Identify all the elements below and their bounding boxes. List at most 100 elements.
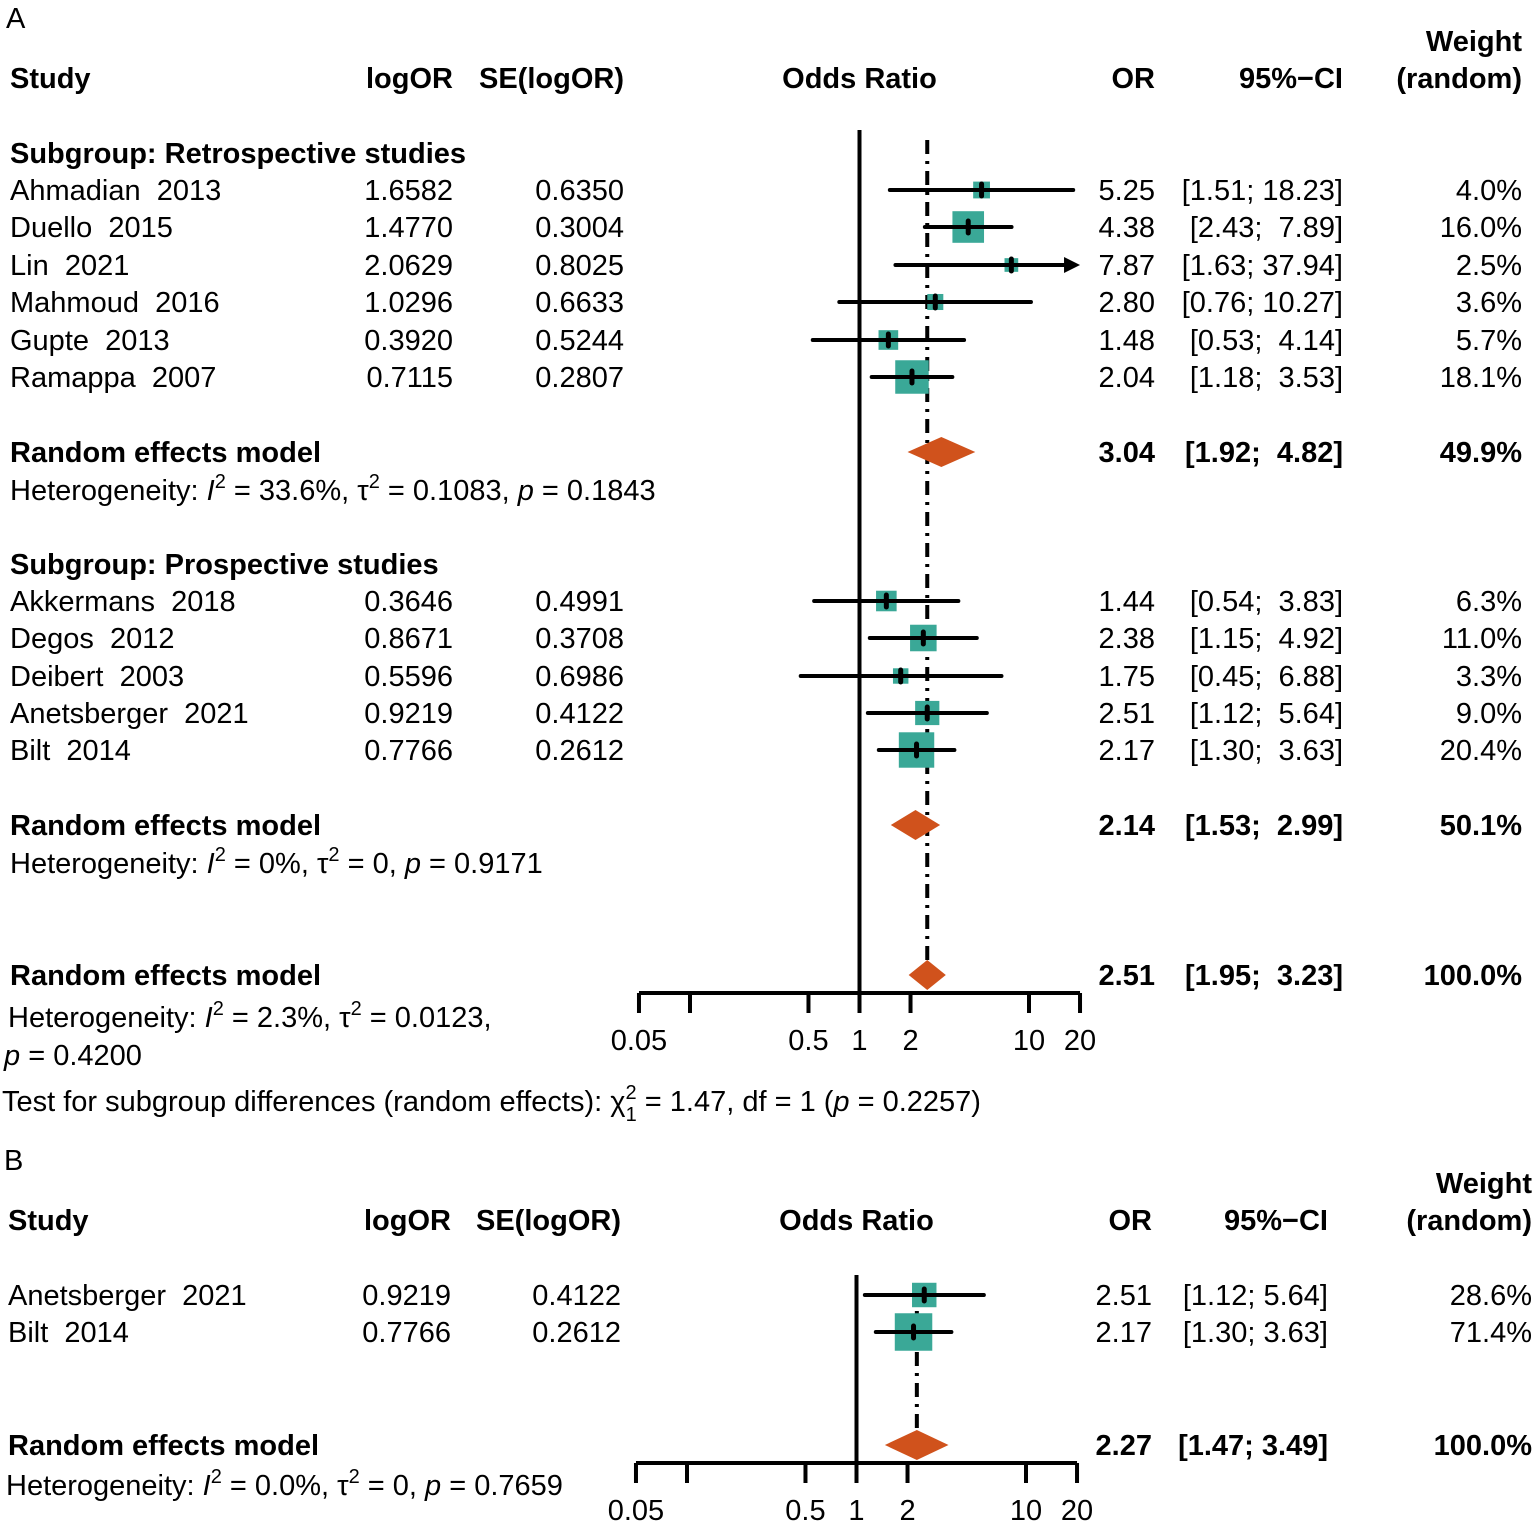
superscript: 2 bbox=[215, 844, 226, 866]
study-or: 7.87 bbox=[1099, 250, 1155, 282]
study-ci: [1.18; 3.53] bbox=[1190, 362, 1343, 394]
study-name: Akkermans 2018 bbox=[10, 586, 236, 618]
header-odds-ratio: Odds Ratio bbox=[782, 63, 937, 95]
text-span: Test for subgroup differences (random ef… bbox=[2, 1086, 610, 1118]
study-name: Deibert 2003 bbox=[10, 661, 184, 693]
study-name: Bilt 2014 bbox=[10, 735, 131, 767]
model-label: Random effects model bbox=[8, 1430, 319, 1462]
study-logor: 1.0296 bbox=[364, 287, 453, 319]
x-tick-label: 0.5 bbox=[785, 1495, 825, 1527]
study-name: Anetsberger 2021 bbox=[8, 1280, 247, 1312]
study-logor: 0.7766 bbox=[362, 1317, 451, 1349]
x-tick-label: 0.05 bbox=[608, 1495, 664, 1527]
heterogeneity-label: Heterogeneity: bbox=[10, 475, 207, 507]
study-or: 4.38 bbox=[1099, 212, 1155, 244]
subgroup-heterogeneity: Heterogeneity: I2 = 0%, τ2 = 0, p = 0.91… bbox=[10, 844, 543, 880]
i2-value: = 0.0%, τ bbox=[222, 1470, 349, 1502]
model-or: 2.14 bbox=[1099, 810, 1155, 842]
x-tick-label: 2 bbox=[902, 1025, 918, 1057]
study-weight: 18.1% bbox=[1440, 362, 1522, 394]
study-se: 0.2612 bbox=[535, 735, 624, 767]
study-name: Duello 2015 bbox=[10, 212, 173, 244]
i2-value: = 0%, τ bbox=[226, 848, 329, 880]
study-or: 2.04 bbox=[1099, 362, 1155, 394]
study-ci: [1.51; 18.23] bbox=[1182, 175, 1343, 207]
subgroup-title: Subgroup: Prospective studies bbox=[10, 549, 439, 581]
study-logor: 0.3920 bbox=[364, 325, 453, 357]
superscript: 2 bbox=[328, 844, 339, 866]
study-weight: 4.0% bbox=[1456, 175, 1522, 207]
header-ci: 95%−CI bbox=[1224, 1205, 1328, 1237]
summary-diamond bbox=[907, 437, 976, 467]
model-ci: [1.53; 2.99] bbox=[1185, 810, 1343, 842]
study-name: Mahmoud 2016 bbox=[10, 287, 220, 319]
study-or: 1.48 bbox=[1099, 325, 1155, 357]
study-or: 2.38 bbox=[1099, 623, 1155, 655]
header-weight-random: (random) bbox=[1396, 63, 1522, 95]
heterogeneity-label: Heterogeneity: bbox=[8, 1002, 205, 1034]
superscript: 2 bbox=[213, 998, 224, 1020]
study-weight: 9.0% bbox=[1456, 698, 1522, 730]
text-span: 2 bbox=[625, 1082, 636, 1104]
text-span: = 0.2257) bbox=[850, 1086, 981, 1118]
header-logor: logOR bbox=[366, 63, 453, 95]
model-label: Random effects model bbox=[10, 810, 321, 842]
study-weight: 20.4% bbox=[1440, 735, 1522, 767]
superscript: 2 bbox=[351, 998, 362, 1020]
p-value: = 0.9171 bbox=[421, 848, 543, 880]
p-symbol: p bbox=[3, 1040, 20, 1072]
x-tick-label: 20 bbox=[1064, 1025, 1096, 1057]
header-study: Study bbox=[10, 63, 91, 95]
header-se: SE(logOR) bbox=[479, 63, 624, 95]
study-or: 1.75 bbox=[1099, 661, 1155, 693]
header-weight: Weight bbox=[1436, 1168, 1532, 1200]
i2-symbol: I bbox=[207, 848, 215, 880]
study-se: 0.5244 bbox=[535, 325, 624, 357]
tau2-value: = 0, bbox=[340, 848, 405, 880]
model-or: 2.27 bbox=[1096, 1430, 1152, 1462]
x-tick-label: 1 bbox=[848, 1495, 864, 1527]
subscript: 1 bbox=[626, 1104, 637, 1126]
i2-value: = 33.6%, τ bbox=[226, 475, 369, 507]
study-se: 0.6350 bbox=[535, 175, 624, 207]
model-ci: [1.92; 4.82] bbox=[1185, 437, 1343, 469]
x-tick-label: 20 bbox=[1061, 1495, 1093, 1527]
tau2-value: = 0.1083, bbox=[380, 475, 518, 507]
i2-symbol: I bbox=[207, 475, 215, 507]
study-or: 2.51 bbox=[1096, 1280, 1152, 1312]
overall-heterogeneity-p: p = 0.4200 bbox=[3, 1040, 142, 1072]
study-weight: 28.6% bbox=[1450, 1280, 1532, 1312]
summary-diamond bbox=[908, 960, 946, 990]
study-name: Anetsberger 2021 bbox=[10, 698, 249, 730]
x-tick-label: 2 bbox=[899, 1495, 915, 1527]
study-se: 0.4122 bbox=[532, 1280, 621, 1312]
study-weight: 11.0% bbox=[1442, 623, 1522, 655]
summary-diamond bbox=[890, 810, 941, 840]
study-se: 0.8025 bbox=[535, 250, 624, 282]
study-ci: [1.30; 3.63] bbox=[1190, 735, 1343, 767]
model-ci: [1.47; 3.49] bbox=[1178, 1430, 1328, 1462]
study-ci: [0.76; 10.27] bbox=[1182, 287, 1343, 319]
study-logor: 0.8671 bbox=[364, 623, 453, 655]
study-name: Ramappa 2007 bbox=[10, 362, 216, 394]
model-or: 3.04 bbox=[1099, 437, 1155, 469]
model-label: Random effects model bbox=[10, 437, 321, 469]
study-ci: [0.45; 6.88] bbox=[1190, 661, 1343, 693]
header-odds-ratio: Odds Ratio bbox=[779, 1205, 934, 1237]
panel-label: A bbox=[6, 3, 26, 35]
study-ci: [0.54; 3.83] bbox=[1190, 586, 1343, 618]
x-tick-label: 0.5 bbox=[788, 1025, 828, 1057]
study-or: 2.17 bbox=[1099, 735, 1155, 767]
model-weight: 100.0% bbox=[1434, 1430, 1533, 1462]
chi-symbol: χ bbox=[610, 1086, 625, 1118]
x-tick-label: 10 bbox=[1013, 1025, 1045, 1057]
study-weight: 2.5% bbox=[1456, 250, 1522, 282]
model-weight: 49.9% bbox=[1440, 437, 1522, 469]
study-ci: [1.30; 3.63] bbox=[1183, 1317, 1328, 1349]
study-ci: [0.53; 4.14] bbox=[1190, 325, 1343, 357]
heterogeneity-label: Heterogeneity: bbox=[6, 1470, 203, 1502]
p-symbol: p bbox=[404, 848, 421, 880]
study-name: Gupte 2013 bbox=[10, 325, 170, 357]
study-weight: 3.3% bbox=[1456, 661, 1522, 693]
